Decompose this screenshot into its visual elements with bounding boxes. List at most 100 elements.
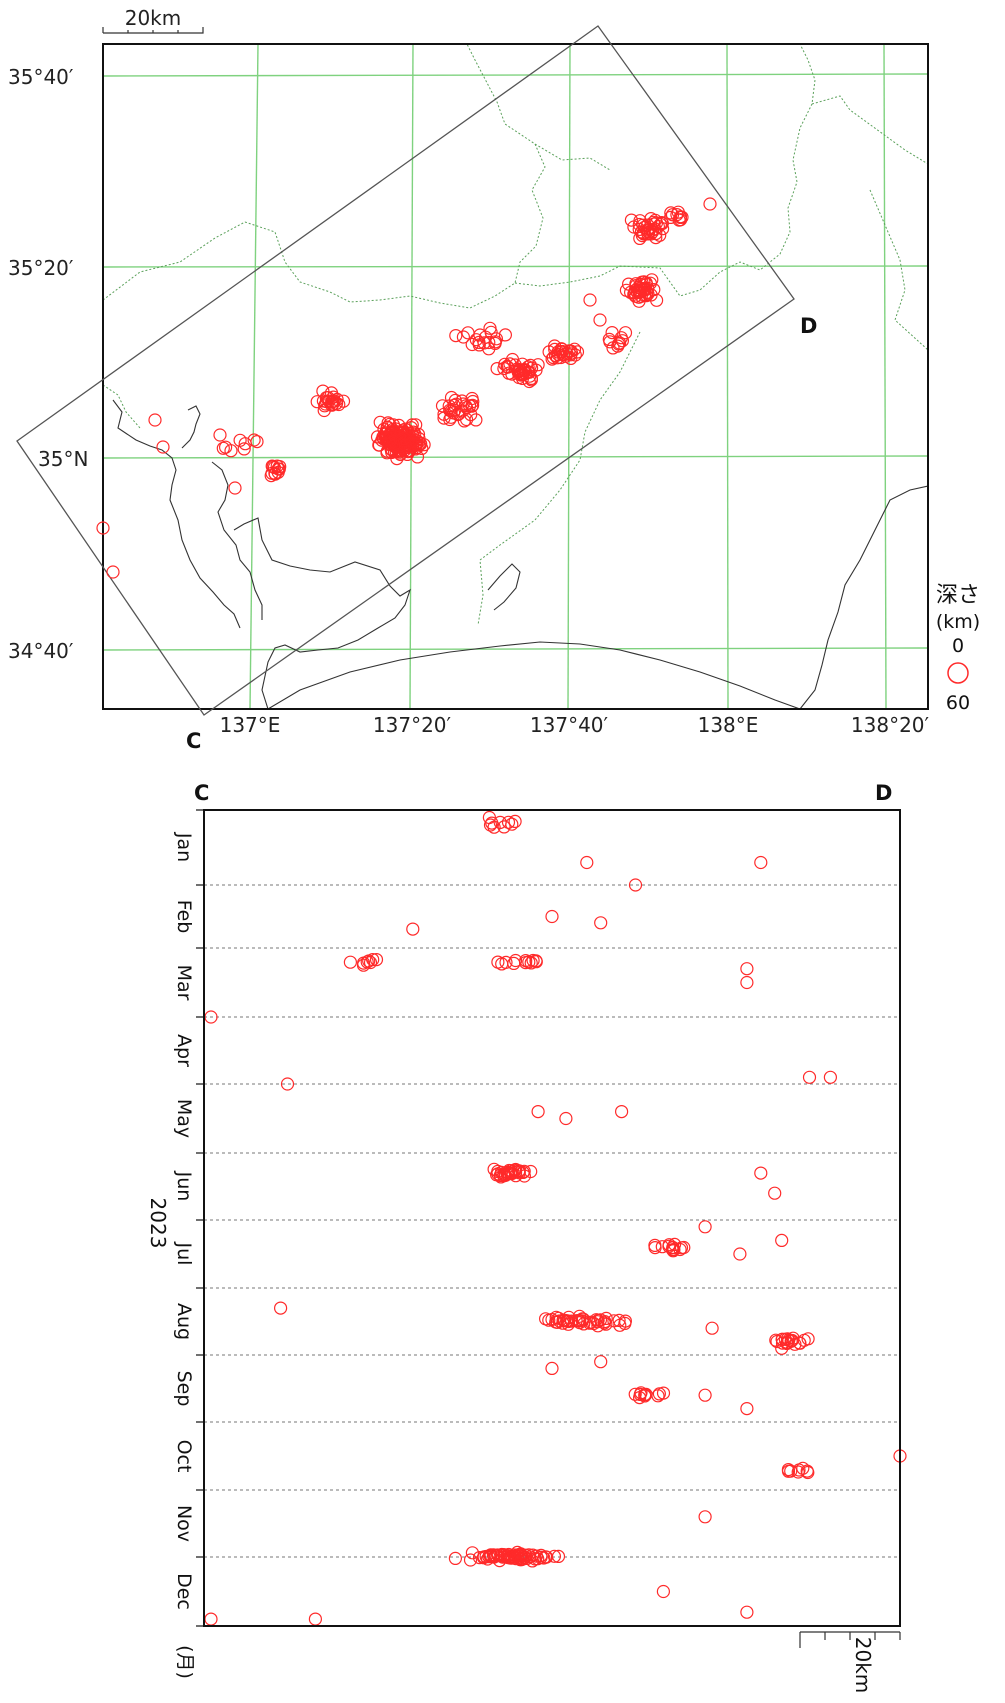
timeline-earthquake <box>499 955 513 970</box>
map-scale-bar: 20km <box>102 6 204 34</box>
timeline-earthquake <box>599 1317 613 1331</box>
lon-label-138-20: 138°20′ <box>851 713 930 737</box>
month-label: Sep <box>173 1371 195 1407</box>
timeline-earthquake <box>614 1104 629 1119</box>
timeline-earthquake <box>564 1314 579 1328</box>
map-earthquake <box>632 222 646 236</box>
timeline-earthquake <box>823 1070 838 1084</box>
map-earthquake <box>316 384 330 398</box>
map-earthquake <box>417 438 431 452</box>
map-earthquake <box>624 213 639 227</box>
timeline-earthquake <box>274 1301 288 1315</box>
lat-label-35-40: 35°40′ <box>8 65 74 89</box>
timeline-earthquake <box>801 1332 815 1346</box>
month-label: Aug <box>173 1303 195 1340</box>
timeline-earthquake <box>754 855 768 870</box>
month-label: Jun <box>173 1171 195 1202</box>
map-earthquake <box>649 293 664 307</box>
timeline-earthquake <box>740 1401 754 1416</box>
timeline-earthquake <box>656 1584 671 1599</box>
lat-label-34-40: 34°40′ <box>8 639 74 663</box>
section-label-d-map: D <box>800 314 817 338</box>
month-label: Oct <box>173 1440 195 1473</box>
map-earthquake <box>397 432 411 446</box>
month-label: Feb <box>173 900 195 934</box>
map-earthquake <box>606 341 620 355</box>
timeline-earthquake <box>594 916 608 930</box>
timeline-earthquake <box>768 1186 782 1200</box>
timeline-earthquake <box>531 1104 545 1119</box>
map-earthquake <box>409 437 423 451</box>
timeline-earthquake <box>802 1070 817 1084</box>
lon-label-137-20: 137°20′ <box>373 713 452 737</box>
map-earthquake <box>472 335 486 349</box>
timeline-earthquake <box>775 1233 789 1248</box>
timeline-frame <box>203 809 901 1627</box>
timeline-earthquake <box>632 1390 647 1405</box>
map-earthquake <box>638 281 652 295</box>
map-earthquake <box>96 521 110 535</box>
map-earthquake <box>633 214 647 228</box>
map-earthquake <box>379 426 393 440</box>
timeline-earthquake <box>628 1387 642 1401</box>
timeline-earthquake <box>406 922 420 936</box>
map-earthquake <box>583 293 597 307</box>
timeline-earthquake <box>497 820 511 834</box>
month-gridlines <box>204 884 900 1558</box>
timeline-earthquake <box>518 1548 533 1562</box>
map-earthquake <box>247 433 261 447</box>
map-earthquake <box>490 362 504 376</box>
timeline-earthquake <box>481 1552 495 1566</box>
cross-section-box <box>16 25 795 716</box>
timeline-earthquake <box>591 1313 605 1327</box>
map-earthquake <box>488 336 502 350</box>
map-earthquake <box>319 391 333 405</box>
map-earthquake <box>265 459 279 473</box>
map-earthquake <box>148 413 162 427</box>
map-earthquake <box>593 313 607 327</box>
legend-title: 深さ <box>936 583 980 608</box>
map-earthquake <box>250 435 264 449</box>
timeline-earthquake <box>583 1316 597 1330</box>
timeline-earthquake <box>551 1549 566 1564</box>
timeline-earthquake <box>511 1548 525 1562</box>
timeline-panel: C D <box>146 781 907 1693</box>
timeline-earthquake <box>559 1111 573 1126</box>
map-earthquake <box>270 459 284 473</box>
timeline-earthquake <box>550 1315 564 1329</box>
map-graticule <box>103 44 928 709</box>
map-earthquake <box>564 344 578 358</box>
map-earthquake <box>665 208 680 222</box>
map-earthquake <box>106 565 120 579</box>
timeline-earthquake <box>528 1552 542 1566</box>
timeline-earthquake <box>652 1387 667 1401</box>
month-label: Mar <box>173 965 195 1001</box>
map-earthquake <box>498 328 512 342</box>
month-label: Jan <box>173 832 195 862</box>
section-label-c-map: C <box>186 729 201 753</box>
map-earthquake <box>326 390 340 404</box>
map-earthquake <box>619 283 634 297</box>
timeline-earthquake <box>775 1341 789 1355</box>
year-label: 2023 <box>146 1198 170 1249</box>
map-earthquake <box>634 289 648 303</box>
map-earthquake <box>516 363 530 377</box>
timeline-earthquake <box>651 1389 665 1403</box>
timeline-earthquake <box>538 1312 553 1326</box>
timeline-earthquake <box>547 1549 562 1563</box>
month-ticks <box>196 809 204 1627</box>
timeline-earthquake <box>577 1317 591 1331</box>
lon-label-137-40: 137°40′ <box>530 713 609 737</box>
timeline-earthquake <box>280 1077 295 1091</box>
timeline-earthquake <box>508 814 522 829</box>
timeline-earthquake <box>472 1550 487 1565</box>
timeline-earthquake <box>500 1549 514 1563</box>
depth-legend: 深さ (km) 0 60 <box>936 583 980 714</box>
timeline-earthquake <box>204 1612 218 1626</box>
timeline-earthquake <box>778 1332 792 1346</box>
map-earthquake <box>483 321 497 335</box>
map-earthquake <box>386 418 400 432</box>
month-unit-label: (月) <box>174 1645 196 1679</box>
map-earthquake <box>663 210 678 224</box>
timeline-earthquake <box>363 955 378 970</box>
